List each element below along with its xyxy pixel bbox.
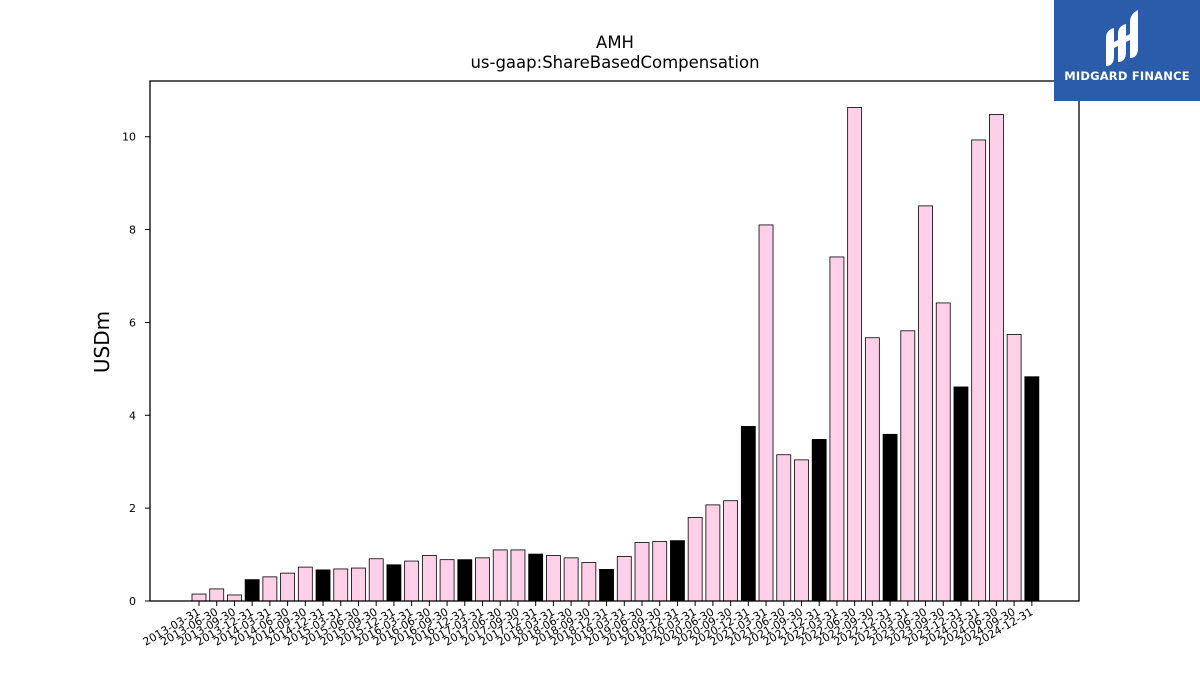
bar-2021-03-31 xyxy=(758,224,774,602)
bar-2016-06-30 xyxy=(421,555,437,602)
bar-2022-06-30 xyxy=(847,107,863,602)
bar-2022-09-30 xyxy=(864,337,880,602)
bar-2020-12-31 xyxy=(740,426,756,602)
bar-2024-03-31 xyxy=(971,139,987,602)
midgard-finance-logo: MIDGARD FINANCE xyxy=(1054,0,1200,101)
bar-2014-03-31 xyxy=(262,576,278,602)
chart-title: AMH xyxy=(596,33,634,52)
y-tick-label: 8 xyxy=(129,224,136,237)
plot-frame xyxy=(149,80,1080,602)
bar-2024-09-30 xyxy=(1006,334,1022,602)
bar-2016-12-31 xyxy=(457,559,473,602)
bar-2014-09-30 xyxy=(297,566,313,602)
bar-2019-12-31 xyxy=(670,540,685,602)
y-axis-label: USDm xyxy=(90,311,114,373)
bar-2013-09-30 xyxy=(227,594,242,602)
bar-2024-06-30 xyxy=(989,114,1004,602)
bar-2023-06-30 xyxy=(918,205,933,602)
y-tick-label: 0 xyxy=(129,595,136,608)
bar-2017-06-30 xyxy=(492,549,508,602)
bar-2019-03-31 xyxy=(616,556,632,602)
bar-2015-03-31 xyxy=(333,568,349,602)
bar-2015-06-30 xyxy=(351,567,366,602)
bar-2022-03-31 xyxy=(829,256,845,602)
bar-2013-03-31 xyxy=(191,593,207,602)
bar-2023-09-30 xyxy=(935,302,951,602)
bar-2019-09-30 xyxy=(652,541,668,602)
y-axis-ticks: 0 2 4 6 8 10 xyxy=(122,131,150,608)
bar-2018-09-30 xyxy=(581,562,597,602)
bar-2013-12-31 xyxy=(244,579,260,602)
bar-2022-12-31 xyxy=(882,433,898,602)
bar-2019-06-30 xyxy=(634,542,650,602)
bar-2017-03-31 xyxy=(475,557,490,602)
bar-2020-06-30 xyxy=(705,504,721,602)
bar-2014-06-30 xyxy=(280,572,296,602)
bar-2024-12-31 xyxy=(1024,376,1040,602)
y-tick-label: 4 xyxy=(129,409,136,422)
bar-2016-03-31 xyxy=(404,560,420,602)
bar-2017-12-31 xyxy=(528,553,544,602)
y-tick-label: 6 xyxy=(129,316,136,329)
bar-2023-12-31 xyxy=(953,386,969,602)
bar-2018-03-31 xyxy=(546,555,561,602)
bar-2021-12-31 xyxy=(811,439,827,602)
bar-2015-12-31 xyxy=(386,564,402,602)
bar-2023-03-31 xyxy=(900,330,916,602)
bar-2021-09-30 xyxy=(794,459,809,602)
logo-text: MIDGARD FINANCE xyxy=(1064,69,1190,83)
bar-2015-09-30 xyxy=(368,558,384,602)
bar-2013-06-30 xyxy=(209,588,225,602)
bar-2014-12-31 xyxy=(315,569,331,602)
bar-2020-03-31 xyxy=(687,517,703,602)
bar-2018-06-30 xyxy=(563,557,579,602)
bar-2021-06-30 xyxy=(776,454,792,602)
y-tick-label: 2 xyxy=(129,502,136,515)
logo-mark-icon xyxy=(1106,10,1138,66)
bar-2016-09-30 xyxy=(439,559,455,602)
bar-2020-09-30 xyxy=(723,500,738,602)
chart-subtitle: us-gaap:ShareBasedCompensation xyxy=(470,53,759,72)
bar-2017-09-30 xyxy=(510,549,526,602)
bar-2018-12-31 xyxy=(599,569,614,602)
bars-group xyxy=(191,107,1040,602)
x-axis-ticks: 2013-03-312013-06-302013-09-302013-12-31… xyxy=(141,601,1035,649)
y-tick-label: 10 xyxy=(122,131,136,144)
